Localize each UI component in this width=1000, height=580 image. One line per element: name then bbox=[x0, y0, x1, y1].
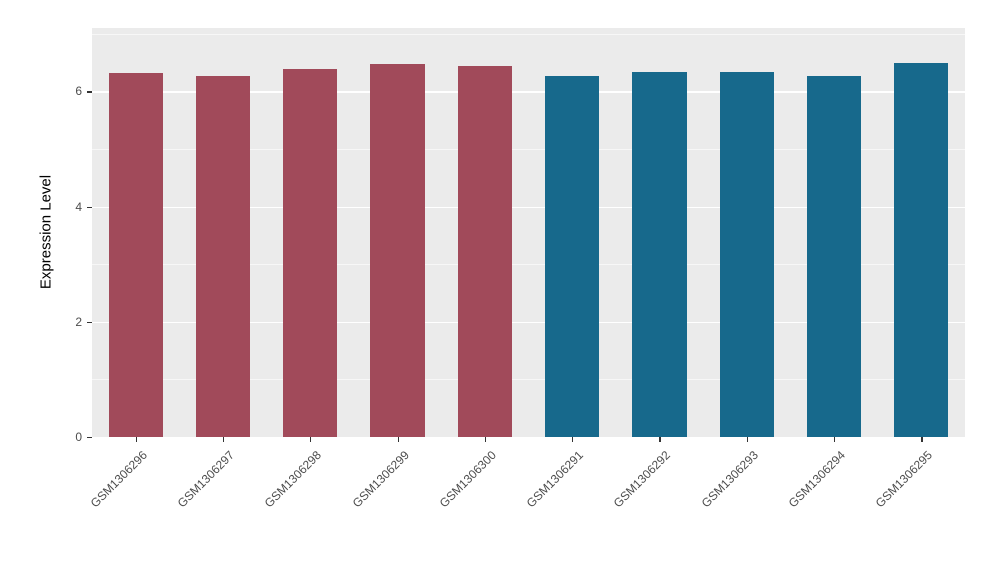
x-tick-label: GSM1306293 bbox=[698, 448, 761, 511]
bar bbox=[195, 76, 250, 437]
x-tick-mark bbox=[659, 437, 661, 442]
gridline-major bbox=[92, 206, 965, 208]
y-tick-label: 0 bbox=[75, 430, 82, 444]
x-tick-mark bbox=[135, 437, 137, 442]
x-tick-label: GSM1306300 bbox=[436, 448, 499, 511]
y-tick-label: 4 bbox=[75, 199, 82, 214]
bar bbox=[370, 63, 425, 437]
x-tick-label: GSM1306297 bbox=[174, 448, 237, 511]
gridline-major bbox=[92, 437, 965, 439]
gridline-minor bbox=[92, 33, 965, 35]
bar bbox=[545, 75, 600, 437]
x-tick-label: GSM1306295 bbox=[872, 448, 936, 511]
x-tick-mark bbox=[484, 437, 487, 442]
gridline-minor bbox=[92, 379, 965, 381]
gridline-major bbox=[92, 321, 965, 324]
y-tick-mark bbox=[87, 321, 92, 323]
bar bbox=[457, 66, 512, 437]
bar bbox=[719, 72, 774, 437]
x-tick-label: GSM1306294 bbox=[785, 448, 848, 511]
gridline-major bbox=[92, 91, 965, 93]
bar bbox=[894, 63, 949, 437]
x-tick-mark bbox=[834, 437, 836, 442]
y-tick-mark bbox=[87, 437, 92, 439]
x-tick-mark bbox=[572, 437, 574, 442]
bar bbox=[632, 72, 687, 437]
x-tick-label: GSM1306291 bbox=[523, 448, 587, 511]
x-tick-label: GSM1306298 bbox=[261, 448, 325, 511]
bar bbox=[283, 69, 338, 437]
x-tick-label: GSM1306292 bbox=[611, 448, 674, 511]
x-tick-mark bbox=[746, 437, 748, 442]
x-tick-label: GSM1306296 bbox=[87, 448, 150, 511]
y-tick-mark bbox=[87, 206, 92, 208]
bar bbox=[806, 75, 862, 437]
x-tick-label: GSM1306299 bbox=[349, 448, 412, 511]
y-axis-title: Expression Level bbox=[37, 174, 55, 290]
x-tick-mark bbox=[222, 437, 225, 442]
x-tick-mark bbox=[397, 437, 399, 442]
x-tick-mark bbox=[921, 437, 923, 442]
plot-panel bbox=[92, 28, 965, 439]
gridline-minor bbox=[92, 264, 965, 265]
gridline-minor bbox=[92, 148, 965, 150]
bar bbox=[108, 72, 163, 437]
y-tick-mark bbox=[87, 91, 92, 93]
y-tick-label: 6 bbox=[75, 84, 82, 99]
y-tick-label: 2 bbox=[75, 314, 82, 329]
x-tick-mark bbox=[310, 437, 312, 442]
